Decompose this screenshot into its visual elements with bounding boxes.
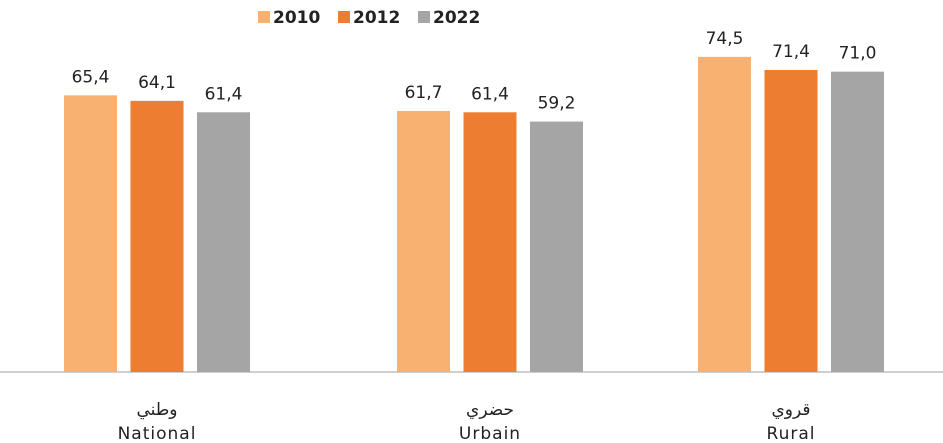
value-label: 71,4: [772, 42, 810, 62]
value-label: 61,4: [471, 84, 509, 104]
bar: [64, 95, 117, 372]
bar: [698, 56, 751, 373]
bar: [130, 100, 184, 373]
value-label: 65,4: [72, 67, 110, 87]
value-label: 61,7: [405, 83, 443, 103]
bar: [530, 121, 583, 372]
bar: [831, 71, 884, 373]
category-label: Rural: [767, 424, 816, 443]
bar: [397, 111, 450, 372]
bar: [197, 112, 250, 372]
bar: [463, 112, 517, 372]
legend-label: 2022: [433, 8, 480, 28]
category-label-ar: قروي: [771, 400, 810, 420]
value-label: 74,5: [706, 29, 744, 49]
legend-swatch: [418, 11, 430, 23]
category-label: Urbain: [459, 424, 521, 443]
legend-label: 2012: [353, 8, 400, 28]
value-label: 59,2: [538, 94, 576, 114]
category-label-ar: حضري: [466, 400, 514, 420]
value-label: 64,1: [138, 73, 176, 93]
legend-label: 2010: [273, 8, 320, 28]
bar: [764, 69, 818, 372]
category-label: National: [118, 424, 197, 443]
legend-swatch: [258, 11, 270, 23]
value-label: 71,0: [839, 44, 877, 64]
category-label-ar: وطني: [136, 400, 177, 420]
legend-swatch: [338, 11, 350, 23]
value-label: 61,4: [205, 84, 243, 104]
